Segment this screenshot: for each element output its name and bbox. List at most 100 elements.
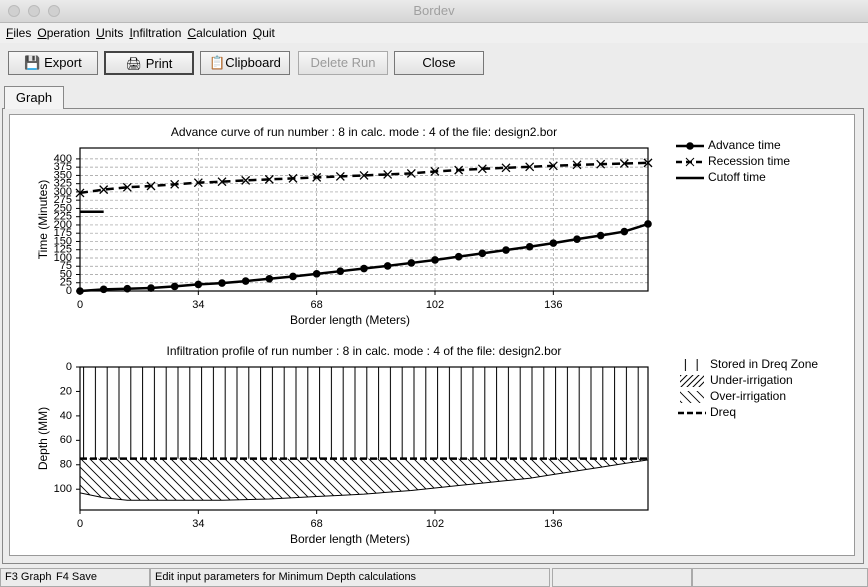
point	[525, 242, 534, 251]
y-tick-label: 175	[54, 227, 72, 239]
point	[596, 159, 606, 169]
point	[147, 284, 155, 292]
point	[406, 168, 416, 178]
status-cell: F4 Save	[52, 568, 150, 587]
point	[170, 282, 179, 291]
x-tick-label: 34	[192, 299, 204, 311]
title-bar: Bordev	[0, 0, 868, 23]
point	[549, 239, 558, 247]
y-tick-label: 80	[60, 459, 72, 471]
legend-label: Over-irrigation	[710, 389, 786, 403]
legend-label: Under-irrigation	[710, 373, 793, 387]
chart-title: Infiltration profile of run number : 8 i…	[167, 344, 562, 358]
point	[454, 165, 464, 175]
point	[502, 246, 510, 254]
y-tick-label: 100	[54, 252, 72, 264]
point	[336, 267, 345, 275]
close-dot[interactable]	[8, 5, 20, 17]
y-tick-label: 225	[54, 211, 72, 223]
point	[454, 252, 463, 261]
legend-label: Recession time	[708, 154, 790, 168]
y-tick-label: 350	[54, 169, 72, 181]
point	[478, 249, 487, 258]
legend-label: Stored in Dreq Zone	[710, 357, 818, 371]
y-tick-label: 150	[54, 235, 72, 247]
y-tick-label: 20	[60, 385, 72, 397]
max-dot[interactable]	[48, 5, 60, 17]
x-tick-label: 136	[544, 518, 562, 530]
x-tick-label: 136	[544, 299, 562, 311]
legend-swatch	[680, 359, 704, 371]
x-tick-label: 0	[77, 299, 83, 311]
point	[217, 177, 227, 187]
point	[619, 159, 629, 168]
plot-frame	[79, 366, 649, 511]
y-tick-label: 0	[66, 361, 72, 373]
point	[430, 166, 440, 176]
menu-item[interactable]: Infiltration	[129, 26, 182, 40]
min-dot[interactable]	[28, 5, 40, 17]
y-tick-label: 275	[54, 194, 72, 206]
point	[407, 259, 416, 267]
graph-tab[interactable]: Graph	[4, 86, 64, 109]
point	[360, 264, 368, 273]
print-button[interactable]: 🖨 Print	[104, 51, 194, 75]
menu-item[interactable]: Files	[6, 26, 32, 40]
export-button[interactable]: 💾 Export	[8, 51, 98, 75]
menu-item[interactable]: Units	[96, 26, 124, 40]
y-tick-label: 400	[54, 153, 72, 165]
menu-item[interactable]: Quit	[252, 26, 275, 40]
y-tick-label: 100	[54, 483, 72, 495]
point	[572, 160, 582, 170]
chart-title: Advance curve of run number : 8 in calc.…	[171, 125, 557, 139]
y-axis-label: Depth (MM)	[36, 407, 50, 470]
point	[265, 274, 274, 283]
legend-label: Advance time	[708, 138, 781, 152]
y-axis-label: Time (Minutes)	[36, 180, 50, 260]
button-label: Clipboard	[225, 55, 281, 70]
point	[431, 256, 439, 264]
y-tick-label: 200	[54, 219, 72, 231]
menu-item[interactable]: Operation	[37, 26, 91, 40]
y-tick-label: 25	[60, 277, 72, 289]
legend-marker	[686, 142, 694, 150]
clipboard-button[interactable]: 📋Clipboard	[200, 51, 290, 75]
point	[501, 163, 511, 173]
point	[122, 182, 132, 192]
point	[383, 262, 392, 270]
point	[312, 172, 322, 182]
x-tick-label: 102	[426, 518, 444, 530]
button-label: Close	[422, 55, 456, 70]
point	[264, 174, 274, 184]
button-label: Print	[145, 56, 173, 71]
point	[99, 185, 109, 195]
x-tick-label: 102	[426, 299, 444, 311]
y-tick-label: 375	[54, 161, 72, 173]
legend-swatch	[680, 391, 704, 403]
x-tick-label: 68	[311, 518, 323, 530]
series-line	[79, 222, 649, 293]
x-axis-label: Border length (Meters)	[290, 313, 410, 327]
legend-label: Dreq	[710, 405, 736, 419]
infiltration-line	[79, 459, 649, 501]
plot-frame	[79, 147, 649, 292]
point	[596, 231, 605, 240]
point	[312, 270, 321, 278]
window-title: Bordev	[413, 3, 455, 18]
stored-zone	[80, 367, 648, 459]
close-button[interactable]: Close	[394, 51, 484, 75]
point	[288, 173, 298, 183]
point	[620, 227, 629, 236]
point	[218, 279, 226, 287]
legend-marker	[685, 157, 695, 167]
point	[548, 161, 558, 171]
menu-item[interactable]: Calculation	[187, 26, 247, 40]
point	[146, 181, 156, 191]
point	[383, 169, 393, 179]
legend-swatch	[680, 375, 704, 387]
delete-run-button: Delete Run	[298, 51, 388, 75]
y-tick-label: 75	[60, 260, 72, 272]
point	[573, 235, 581, 243]
y-tick-label: 50	[60, 268, 72, 280]
